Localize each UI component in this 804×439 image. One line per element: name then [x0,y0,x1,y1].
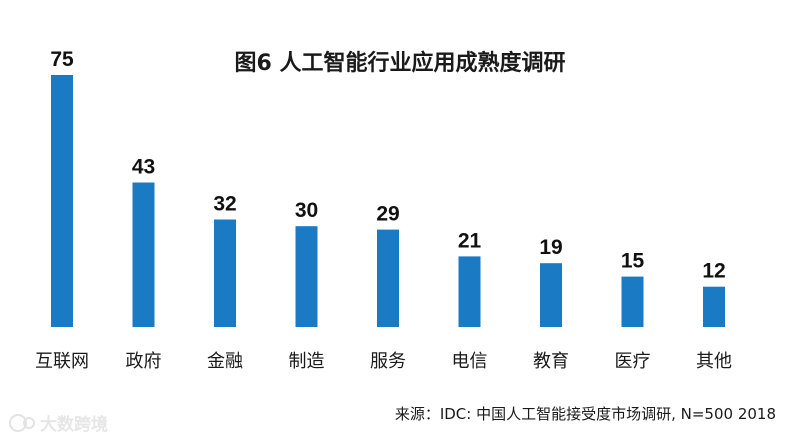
source-note: 来源：IDC: 中国人工智能接受度市场调研, N=500 2018 [395,405,776,423]
bar-value-label: 75 [50,48,74,71]
chart-title: 图6 人工智能行业应用成熟度调研 [235,50,566,76]
bar-1 [51,75,73,327]
bar-value-label: 32 [213,193,236,216]
bar-2 [132,182,155,327]
bar-value-label: 19 [539,236,562,259]
bar-7 [540,263,562,327]
category-label: 金融 [207,351,243,372]
bar-8 [621,276,644,327]
bar-6 [458,256,481,327]
category-label: 教育 [533,351,569,372]
category-label: 医疗 [615,351,651,372]
bar-value-label: 21 [458,229,482,252]
category-label: 服务 [370,351,406,372]
bar-value-label: 12 [702,260,725,283]
category-label: 互联网 [35,351,89,372]
bar-value-label: 29 [376,203,399,226]
watermark: 大数跨境 [9,414,108,435]
bar-3 [214,219,236,327]
category-labels-group: 互联网 政府 金融 制造 服务 电信 教育 医疗 其他 [35,351,732,372]
category-label: 电信 [452,351,488,372]
bar-values-group: 75 43 32 30 29 21 19 15 12 [50,48,725,283]
category-label: 政府 [126,351,162,372]
bar-5 [377,229,399,327]
bar-value-label: 30 [295,199,318,222]
bar-value-label: 15 [621,250,645,273]
bar-9 [703,286,725,327]
bar-value-label: 43 [132,156,155,179]
watermark-text: 大数跨境 [40,414,108,435]
bars-group [51,75,725,327]
bar-4 [295,226,318,327]
category-label: 其他 [696,351,732,372]
category-label: 制造 [289,351,325,372]
watermark-logo-icon [9,414,35,432]
